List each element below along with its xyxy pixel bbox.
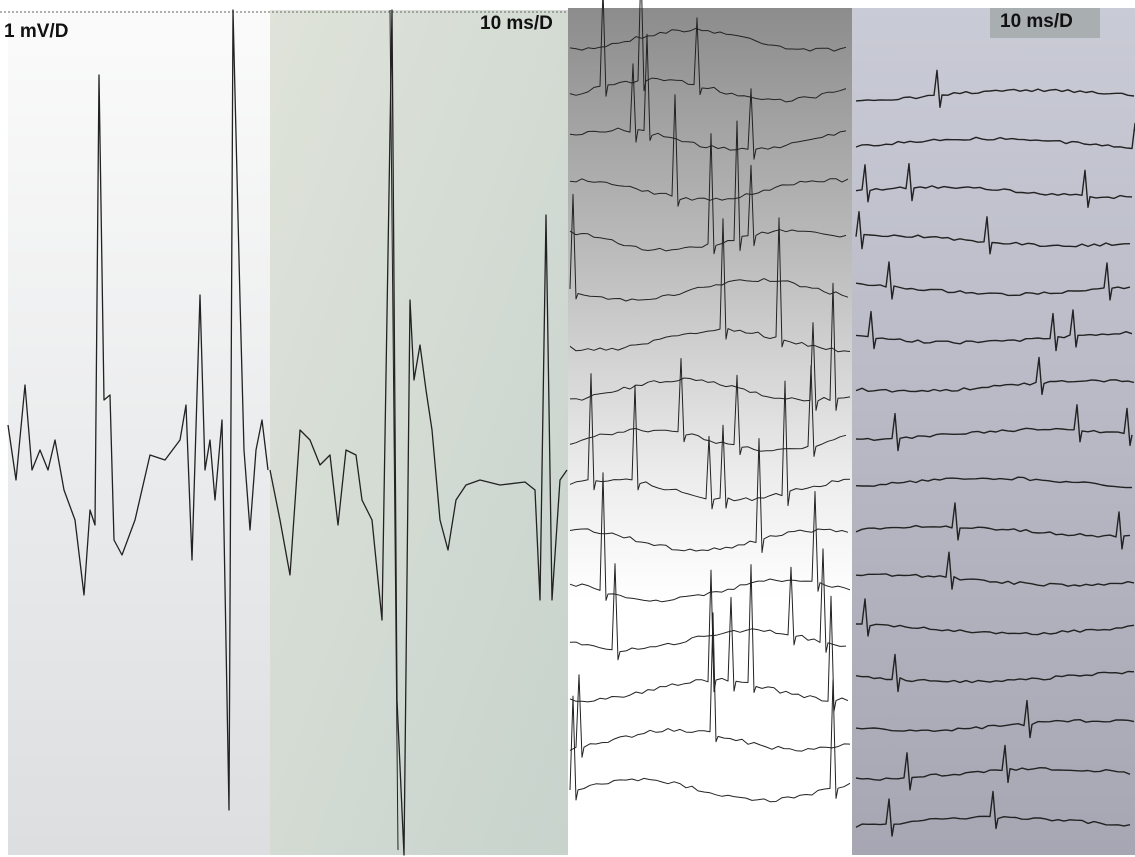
page: {"labels": ["1 mV/D", "10 ms/D", "10 ms/… — [0, 0, 1135, 857]
oscilloscope-collage: 1 mV/D 10 ms/D 10 ms/D — [0, 0, 1135, 857]
time-scale-label: 10 ms/D — [1000, 11, 1073, 32]
time-scale-label: 10 ms/D — [480, 13, 553, 34]
panel-2 — [270, 10, 568, 855]
voltage-scale-label: 1 mV/D — [4, 21, 68, 42]
